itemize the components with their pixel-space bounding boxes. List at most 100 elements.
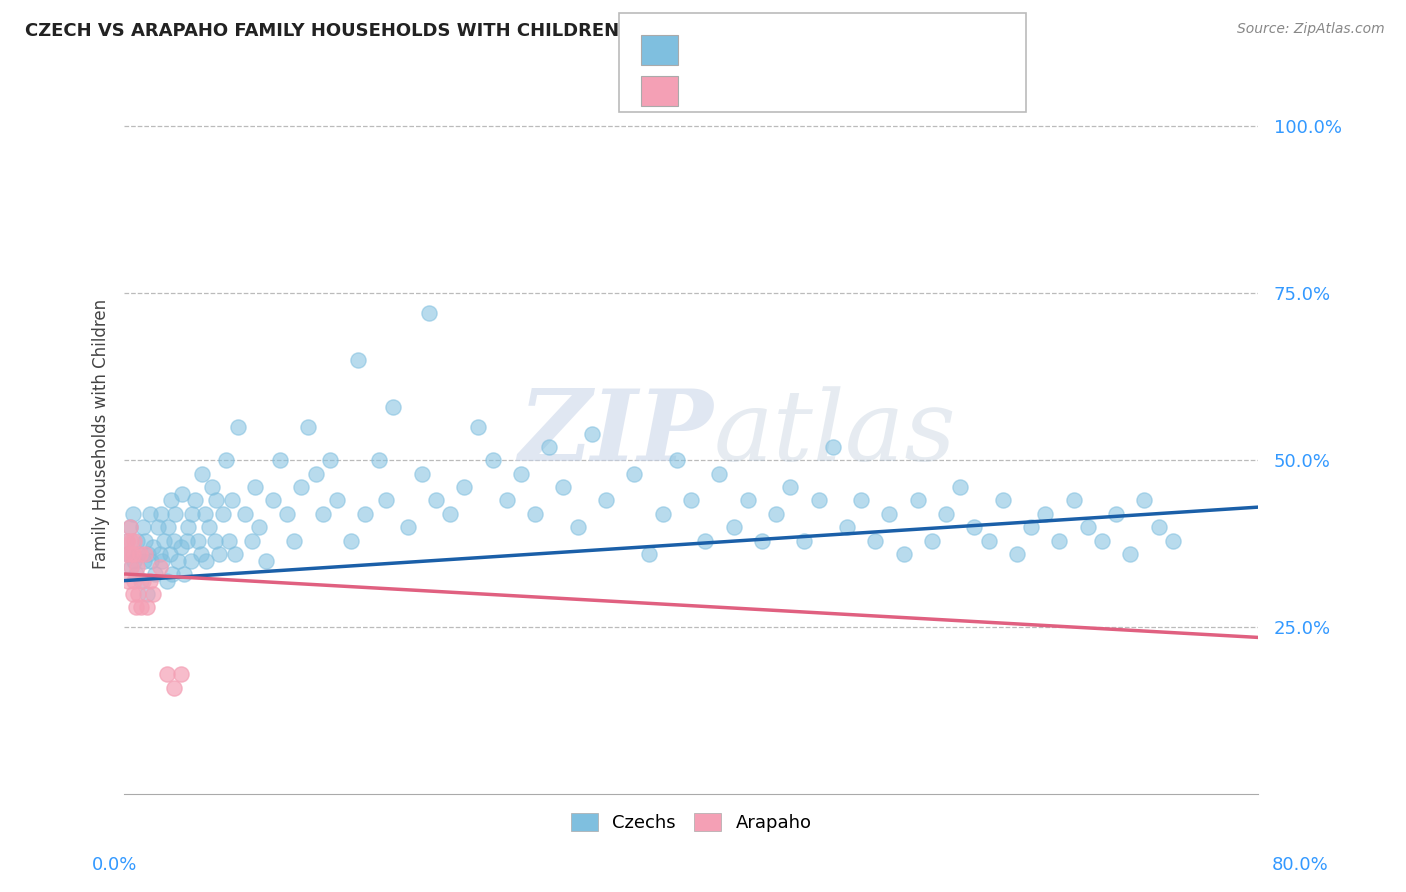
Point [162,566,184,581]
Point [524,507,547,521]
Point [991,493,1014,508]
Point [807,493,830,508]
Point [949,480,972,494]
Point [115,533,138,548]
Point [481,453,503,467]
Point [194,507,217,521]
Point [835,520,858,534]
Point [218,533,240,548]
Text: 80.0%: 80.0% [1272,856,1329,874]
Point [269,453,291,467]
Text: ZIP: ZIP [519,385,714,482]
Point [290,480,312,494]
Point [709,467,731,481]
Point [510,467,533,481]
Text: -0.255: -0.255 [745,82,803,100]
Point [247,520,270,534]
Point [121,547,143,561]
Point [907,493,929,508]
Point [935,507,957,521]
Point [651,507,673,521]
Point [127,587,149,601]
Point [138,574,160,588]
Text: R =: R = [692,41,731,59]
Point [129,600,152,615]
Point [240,533,263,548]
Point [124,566,146,581]
Point [679,493,702,508]
Text: N =: N = [811,41,851,59]
Point [233,507,256,521]
Point [184,493,207,508]
Point [121,507,143,521]
Point [347,353,370,368]
Point [114,547,136,561]
Point [1033,507,1056,521]
Point [637,547,659,561]
Point [304,467,326,481]
Point [117,547,139,561]
Point [145,566,167,581]
Text: CZECH VS ARAPAHO FAMILY HOUSEHOLDS WITH CHILDREN CORRELATION CHART: CZECH VS ARAPAHO FAMILY HOUSEHOLDS WITH … [25,22,841,40]
Point [581,426,603,441]
Point [134,533,156,548]
Point [723,520,745,534]
Text: Source: ZipAtlas.com: Source: ZipAtlas.com [1237,22,1385,37]
Point [170,540,193,554]
Point [224,547,246,561]
Point [156,667,179,681]
Point [821,440,844,454]
Point [160,493,183,508]
Point [977,533,1000,548]
Point [201,480,224,494]
Point [340,533,363,548]
Point [131,520,153,534]
Point [157,520,180,534]
Point [118,520,141,534]
Point [115,533,138,548]
Point [418,306,440,320]
Point [149,560,172,574]
Point [156,574,179,588]
Point [205,493,228,508]
Point [375,493,398,508]
Legend: Czechs, Arapaho: Czechs, Arapaho [564,805,818,839]
Text: 0.0%: 0.0% [91,856,136,874]
Point [170,667,193,681]
Point [176,533,198,548]
Point [318,453,340,467]
Point [1161,533,1184,548]
Point [132,553,155,567]
Text: atlas: atlas [714,386,956,482]
Point [453,480,475,494]
Point [963,520,986,534]
Point [204,533,226,548]
Point [187,533,209,548]
Point [122,533,145,548]
Point [1005,547,1028,561]
Point [1119,547,1142,561]
Point [121,587,143,601]
Point [129,574,152,588]
Point [921,533,943,548]
Point [411,467,433,481]
Point [191,467,214,481]
Point [553,480,575,494]
Point [467,420,489,434]
Point [150,507,173,521]
Point [148,520,170,534]
Point [125,533,148,548]
Point [167,553,190,567]
Point [120,560,142,574]
Text: 25: 25 [863,82,886,100]
Point [276,507,298,521]
Point [124,600,146,615]
Point [135,587,157,601]
Point [439,507,461,521]
Point [297,420,319,434]
Point [751,533,773,548]
Point [1147,520,1170,534]
Point [863,533,886,548]
Text: 132: 132 [863,41,897,59]
Point [190,547,212,561]
